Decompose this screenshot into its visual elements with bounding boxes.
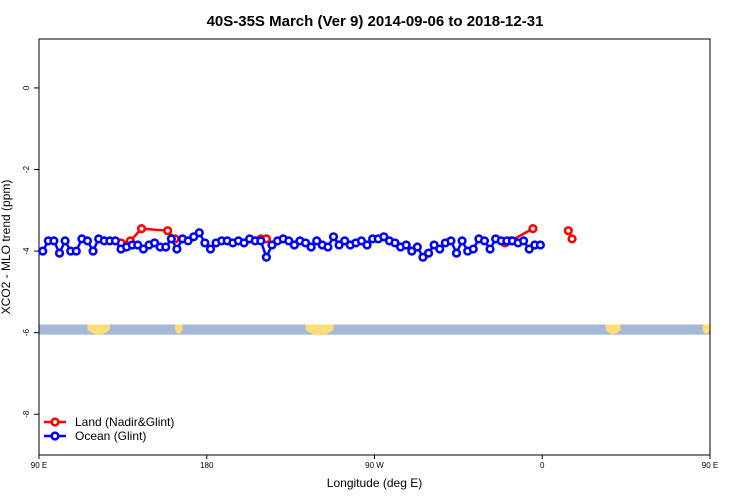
data-point [38, 246, 48, 256]
y-tick-label: -8 [22, 410, 31, 418]
x-axis-label: Longitude (deg E) [327, 476, 422, 490]
legend-marker [50, 431, 60, 441]
legend-label: Land (Nadir&Glint) [75, 415, 174, 429]
data-point [256, 236, 266, 246]
data-point [328, 232, 339, 242]
data-point [429, 240, 439, 250]
data-point [49, 236, 59, 246]
data-point [528, 224, 538, 234]
data-point [306, 242, 316, 252]
x-axis: 90 E 180 90 W 0 90 E [31, 455, 718, 470]
data-point [563, 226, 573, 236]
y-tick-label: -2 [22, 165, 31, 173]
data-point [340, 236, 350, 246]
data-point [479, 236, 490, 246]
legend: Land (Nadir&Glint)Ocean (Glint) [44, 415, 174, 443]
data-point [82, 236, 93, 246]
legend-label: Ocean (Glint) [75, 429, 146, 443]
ocean-strip [39, 324, 710, 335]
x-tick-label: 90 W [365, 461, 384, 470]
y-tick-label: 0 [22, 85, 31, 90]
data-point [200, 238, 210, 248]
data-point [88, 246, 98, 256]
y-tick-label: -6 [22, 329, 31, 337]
series-layer [38, 224, 577, 262]
data-point [468, 244, 478, 254]
data-point [110, 236, 121, 246]
land-ocean-strip [39, 324, 710, 336]
data-point [457, 236, 467, 246]
series-ocean [38, 228, 545, 262]
land-mass [305, 324, 334, 336]
data-point [284, 236, 294, 246]
data-point [535, 240, 545, 250]
data-point [149, 238, 160, 248]
data-point [418, 252, 428, 262]
y-tick-label: -4 [22, 247, 31, 255]
data-point [451, 248, 462, 258]
y-axis-label: XCO2 - MLO trend (ppm) [0, 180, 13, 315]
data-point [239, 238, 249, 248]
chart-title: 40S-35S March (Ver 9) 2014-09-06 to 2018… [207, 13, 544, 30]
data-point [138, 244, 148, 254]
data-point [379, 232, 389, 242]
y-axis: 0 -2 -4 -6 -8 [22, 85, 39, 418]
data-point [163, 226, 173, 236]
data-point [446, 236, 456, 246]
data-point [136, 224, 147, 234]
data-point [519, 236, 529, 246]
data-point [334, 240, 344, 250]
data-point [435, 244, 445, 254]
data-point [423, 248, 434, 258]
data-point [166, 234, 176, 244]
data-point [362, 240, 372, 250]
data-point [71, 246, 81, 256]
data-point [261, 252, 271, 262]
data-point [267, 240, 277, 250]
x-tick-label: 180 [200, 461, 214, 470]
data-point [172, 244, 182, 254]
data-point [289, 240, 299, 250]
land-mass [87, 324, 110, 335]
data-point [300, 238, 311, 248]
data-point [205, 244, 216, 254]
land-mass [175, 324, 183, 334]
data-point [323, 242, 333, 252]
data-point [194, 228, 204, 238]
land-mass [605, 324, 621, 335]
data-point [183, 236, 193, 246]
data-point [54, 248, 65, 258]
data-point [412, 242, 422, 252]
data-point [312, 236, 322, 246]
x-tick-label: 90 E [702, 461, 718, 470]
data-point [133, 240, 143, 250]
data-point [189, 232, 199, 242]
x-tick-label: 0 [540, 461, 545, 470]
data-point [485, 244, 495, 254]
data-point [524, 244, 534, 254]
data-point [60, 236, 70, 246]
data-point [161, 242, 171, 252]
x-tick-label: 90 E [31, 461, 47, 470]
legend-marker [50, 417, 60, 427]
land-mass [702, 324, 710, 334]
data-point [356, 236, 367, 246]
data-point [390, 238, 400, 248]
data-point [401, 240, 411, 250]
data-point [407, 246, 417, 256]
data-point [567, 234, 577, 244]
